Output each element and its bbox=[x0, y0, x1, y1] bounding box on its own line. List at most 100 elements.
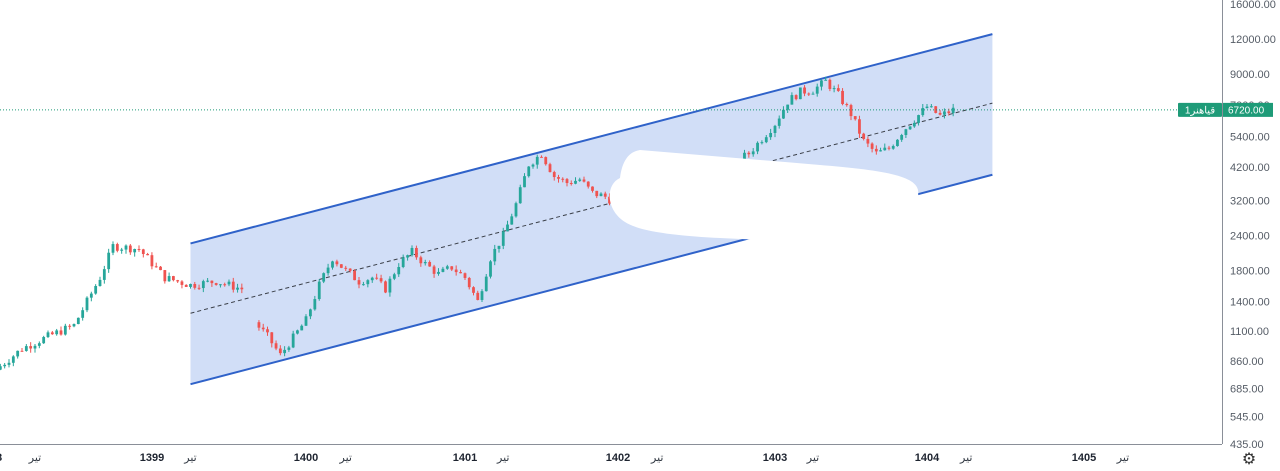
symbol-label: قیاهنر1 bbox=[1185, 105, 1215, 116]
candle-body bbox=[459, 272, 462, 274]
candle-body bbox=[120, 249, 124, 251]
candle-body bbox=[261, 327, 265, 330]
candle-body bbox=[951, 107, 955, 114]
settings-gear-icon[interactable]: ⚙ bbox=[1241, 449, 1257, 468]
candle-body bbox=[599, 193, 603, 197]
candle-body bbox=[947, 111, 951, 114]
price-tick-label: 16000.00 bbox=[1230, 0, 1276, 11]
candle-body bbox=[274, 343, 278, 349]
candle-body bbox=[472, 287, 475, 293]
candle-body bbox=[574, 180, 577, 184]
candle-body bbox=[582, 179, 586, 182]
candle-body bbox=[419, 257, 423, 264]
candle-body bbox=[146, 254, 150, 256]
channel-layer bbox=[190, 33, 993, 386]
candle-body bbox=[63, 325, 67, 335]
candle-body bbox=[231, 281, 235, 290]
candle-body bbox=[94, 286, 98, 294]
candle-body bbox=[366, 280, 370, 285]
time-tick-month: تیر bbox=[650, 452, 663, 464]
candle-body bbox=[348, 268, 352, 271]
price-tick-label: 545.00 bbox=[1230, 411, 1264, 423]
candle-body bbox=[862, 133, 866, 139]
candle-body bbox=[904, 129, 908, 136]
candle-body bbox=[353, 270, 356, 281]
candle-body bbox=[98, 279, 102, 287]
candle-body bbox=[493, 248, 497, 262]
candle-body bbox=[317, 281, 321, 300]
candle-body bbox=[331, 261, 334, 268]
candle-body bbox=[803, 87, 806, 94]
price-tick-label: 3200.00 bbox=[1230, 195, 1270, 207]
candle-body bbox=[743, 152, 746, 162]
candle-body bbox=[476, 292, 480, 300]
candle-body bbox=[102, 269, 106, 280]
candle-body bbox=[489, 261, 492, 277]
candle-body bbox=[445, 266, 449, 269]
candle-body bbox=[189, 283, 192, 287]
candle-body bbox=[89, 293, 93, 298]
price-tick-label: 2400.00 bbox=[1230, 231, 1270, 243]
candle-body bbox=[193, 283, 197, 288]
candle-body bbox=[339, 264, 343, 268]
time-tick-month: تیر bbox=[959, 452, 972, 464]
candle-body bbox=[557, 177, 560, 179]
candle-body bbox=[270, 332, 274, 344]
candle-body bbox=[375, 277, 379, 279]
candle-body bbox=[467, 277, 471, 288]
candle-body bbox=[111, 244, 115, 253]
candle-body bbox=[828, 79, 832, 89]
channel-mid-line[interactable] bbox=[190, 102, 993, 314]
candle-body bbox=[437, 271, 440, 274]
candle-body bbox=[756, 142, 759, 152]
candle-body bbox=[845, 104, 849, 106]
candle-body bbox=[849, 105, 853, 117]
candle-body bbox=[7, 362, 11, 365]
candle-body bbox=[278, 348, 282, 354]
time-tick-year: 1404 bbox=[915, 452, 940, 464]
candle-body bbox=[176, 280, 180, 282]
candle-body bbox=[506, 224, 509, 232]
time-tick-month: تیر bbox=[1116, 452, 1129, 464]
candle-body bbox=[523, 176, 526, 188]
candle-body bbox=[115, 244, 119, 251]
candle-body bbox=[33, 345, 37, 349]
candle-body bbox=[401, 257, 405, 268]
candle-body bbox=[55, 330, 59, 335]
time-tick-year: 1399 bbox=[140, 452, 164, 464]
candle-body bbox=[595, 190, 599, 197]
candle-body bbox=[167, 276, 171, 282]
candle-body bbox=[934, 106, 938, 113]
candle-body bbox=[210, 280, 214, 284]
candle-body bbox=[790, 95, 794, 105]
candle-body bbox=[786, 104, 790, 110]
candle-body bbox=[197, 287, 201, 289]
candle-body bbox=[921, 108, 925, 116]
candle-body bbox=[59, 330, 63, 335]
price-axis[interactable]: 16000.0012000.009000.007000.005400.00420… bbox=[1222, 0, 1276, 451]
time-tick-month: تیر bbox=[339, 452, 352, 464]
candle-body bbox=[76, 317, 80, 325]
candle-body bbox=[163, 270, 167, 282]
candle-body bbox=[535, 156, 539, 165]
candle-body bbox=[540, 156, 543, 158]
candle-body bbox=[764, 137, 768, 143]
candle-body bbox=[392, 274, 396, 279]
candle-body bbox=[841, 90, 844, 105]
candle-body bbox=[240, 287, 244, 290]
candle-body bbox=[16, 350, 20, 357]
candle-body bbox=[415, 247, 418, 258]
candle-body bbox=[137, 249, 141, 251]
channel-upper-line[interactable] bbox=[190, 33, 993, 245]
candle-body bbox=[531, 164, 535, 167]
candle-body bbox=[807, 93, 811, 95]
candle-body bbox=[824, 79, 828, 81]
candle-body bbox=[548, 164, 552, 173]
candle-body bbox=[20, 350, 24, 352]
candle-body bbox=[569, 183, 573, 185]
candle-body bbox=[206, 280, 210, 282]
candle-body bbox=[406, 255, 409, 258]
candle-body bbox=[428, 262, 432, 267]
time-axis[interactable]: 98 تیر 1399 تیر 1400 تیر 1401 تیر 1402 تیر 1403 تیر… bbox=[0, 444, 1222, 465]
